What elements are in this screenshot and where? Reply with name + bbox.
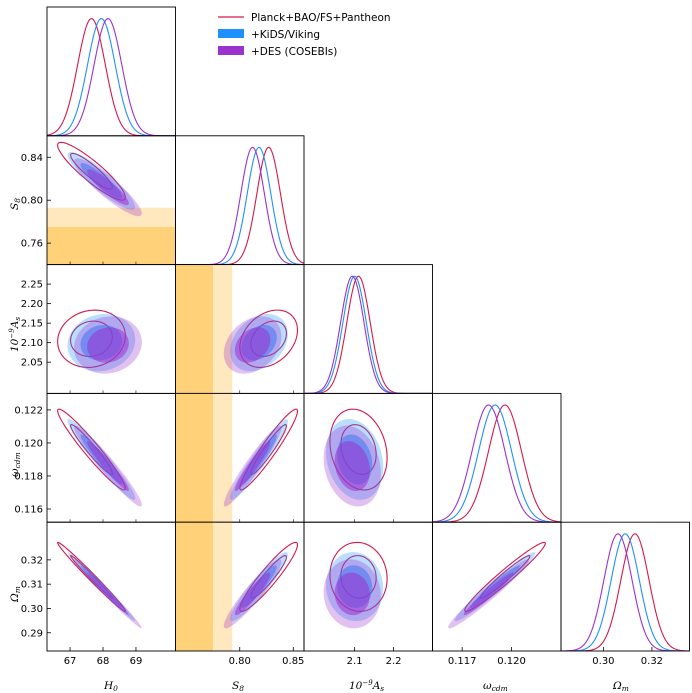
panels: 0.760.800.842.052.102.152.202.250.1160.1… <box>14 6 690 667</box>
xlabel-wcdm: ωcdm <box>483 680 508 693</box>
legend-swatch-kids <box>218 29 244 38</box>
xtick-label-H0-1: 68 <box>97 656 110 667</box>
ytick-label-Om-1: 0.30 <box>21 604 43 615</box>
s8-band-1 <box>175 264 213 394</box>
s8-band-1 <box>175 522 213 651</box>
panel-H0-H0 <box>46 6 176 137</box>
marginal-wcdm-series-2 <box>432 404 561 523</box>
ytick-label-wcdm-3: 0.122 <box>14 405 43 416</box>
contour-wcdm-Om-series-0-2sigma <box>464 541 546 612</box>
panel-wcdm-Om: 0.117 0.120 <box>432 521 562 667</box>
ytick-label-wcdm-2: 0.120 <box>14 438 43 449</box>
panel-Om-Om: 0.30 0.32 <box>560 521 690 667</box>
ylabel-Om: Ωm <box>9 586 22 603</box>
contour-H0-Om-series-2-1sigma <box>87 572 129 616</box>
ytick-label-Om-0: 0.29 <box>21 628 43 639</box>
x-axis-labels: H0 S8 10−9As ωcdm Ωm <box>103 679 629 693</box>
panel-S8-wcdm <box>175 392 305 523</box>
contour-S8-As-series-2-1sigma <box>234 327 271 363</box>
legend: Planck+BAO/FS+Pantheon +KiDS/Viking +DES… <box>218 12 391 58</box>
ytick-label-As-4: 2.25 <box>21 280 43 291</box>
panel-S8-Om: 0.80 0.85 <box>175 521 305 667</box>
panel-S8-As <box>175 264 305 394</box>
xtick-label-S8-1: 0.85 <box>282 656 304 667</box>
contour-wcdm-Om-series-2-1sigma <box>463 572 514 616</box>
contour-S8-wcdm-series-2-1sigma <box>234 441 271 491</box>
xlabel-S8: S8 <box>232 680 244 693</box>
panel-H0-Om: 0.29 0.30 0.31 0.32 67 68 69 <box>21 521 176 667</box>
ylabel-S8: S8 <box>9 198 22 210</box>
ytick-label-wcdm-0: 0.116 <box>14 504 43 515</box>
marginal-H0-series-1 <box>47 18 176 136</box>
panel-frame <box>432 392 562 523</box>
xtick-label-Om-1: 0.32 <box>641 656 663 667</box>
marginal-S8-series-2 <box>175 146 304 265</box>
ytick-label-Om-2: 0.31 <box>21 580 43 591</box>
contour-As-Om-series-0-2sigma <box>329 541 388 612</box>
panel-As-As <box>303 264 433 394</box>
contour-H0-As-series-2-1sigma <box>87 327 129 363</box>
marginal-wcdm-series-0 <box>432 404 561 523</box>
ytick-label-S8-2: 0.84 <box>21 153 43 164</box>
contour-As-wcdm-series-0-2sigma <box>329 408 388 491</box>
marginal-S8-series-1 <box>175 146 304 265</box>
marginal-As-series-1 <box>304 275 433 394</box>
panel-As-Om: 2.1 2.2 <box>303 521 433 667</box>
legend-label-planck: Planck+BAO/FS+Pantheon <box>251 12 391 24</box>
panel-wcdm-wcdm <box>432 392 562 523</box>
marginal-S8-series-0 <box>175 146 304 265</box>
legend-label-des: +DES (COSEBIs) <box>251 46 337 58</box>
xlabel-As: 10−9As <box>349 679 384 693</box>
contour-As-wcdm-series-2-1sigma <box>334 441 370 491</box>
ytick-label-Om-3: 0.32 <box>21 555 43 566</box>
s8-band-1 <box>175 393 213 523</box>
xlabel-Om: Ωm <box>612 680 629 693</box>
xlabel-H0: H0 <box>103 680 118 693</box>
panel-frame <box>46 6 176 137</box>
xtick-label-Om-0: 0.30 <box>592 656 614 667</box>
xtick-label-H0-2: 69 <box>130 656 143 667</box>
panel-H0-wcdm: 0.116 0.118 0.120 0.122 <box>14 392 176 523</box>
ytick-label-As-0: 2.05 <box>21 358 43 369</box>
marginal-Om-series-1 <box>561 533 690 652</box>
ytick-label-S8-0: 0.76 <box>21 239 43 250</box>
ytick-label-As-3: 2.20 <box>21 299 43 310</box>
contour-H0-wcdm-series-2-1sigma <box>87 441 129 491</box>
ytick-label-wcdm-1: 0.118 <box>14 471 43 482</box>
panel-H0-As: 2.05 2.10 2.15 2.20 2.25 <box>21 264 176 394</box>
xtick-label-H0-0: 67 <box>64 656 77 667</box>
ylabel-wcdm: ωcdm <box>9 452 22 477</box>
xtick-label-wcdm-0: 0.117 <box>448 656 477 667</box>
panel-frame <box>46 521 176 652</box>
marginal-Om-series-2 <box>561 533 690 652</box>
ytick-label-S8-1: 0.80 <box>21 196 43 207</box>
ytick-label-As-1: 2.10 <box>21 338 43 349</box>
y-axis-labels: S8 10−9As ωcdm Ωm <box>8 198 22 603</box>
ytick-label-As-2: 2.15 <box>21 319 43 330</box>
xtick-label-wcdm-1: 0.120 <box>497 656 526 667</box>
marginal-Om-series-0 <box>561 533 690 652</box>
contour-As-Om-series-2-1sigma <box>334 572 370 616</box>
legend-label-kids: +KiDS/Viking <box>251 29 320 41</box>
marginal-wcdm-series-1 <box>432 404 561 523</box>
panel-S8-S8 <box>175 135 305 266</box>
xtick-label-S8-0: 0.80 <box>229 656 251 667</box>
contour-H0-Om-series-0-2sigma <box>57 541 126 612</box>
contour-S8-Om-series-2-1sigma <box>234 572 271 616</box>
contour-H0-S8-series-2-1sigma <box>87 169 129 206</box>
panel-frame <box>303 264 433 394</box>
ylabel-As: 10−9As <box>8 317 22 352</box>
xtick-label-As-1: 2.2 <box>386 656 402 667</box>
panel-As-wcdm <box>303 392 433 523</box>
s8-band-1 <box>47 227 176 265</box>
marginal-H0-series-2 <box>47 18 176 136</box>
panel-frame <box>560 521 690 652</box>
legend-swatch-des <box>218 46 244 55</box>
marginal-H0-series-0 <box>47 18 176 136</box>
contour-H0-wcdm-series-0-2sigma <box>57 408 126 491</box>
xtick-label-As-0: 2.1 <box>347 656 363 667</box>
panel-H0-S8: 0.76 0.80 0.84 <box>21 135 176 266</box>
